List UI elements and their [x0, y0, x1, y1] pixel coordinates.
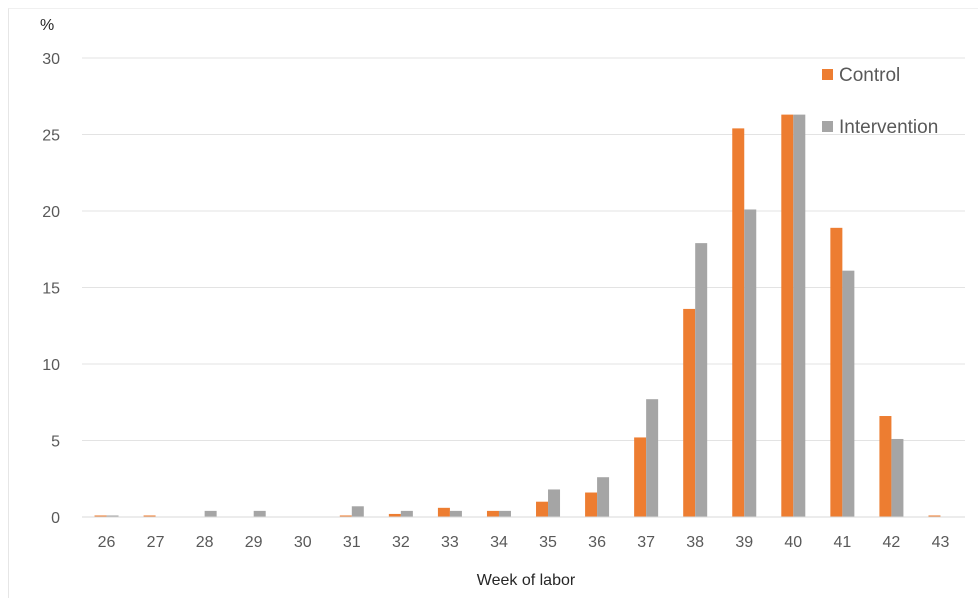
bar-intervention-26 [106, 515, 119, 517]
bar-intervention-28 [204, 510, 217, 517]
bar-control-33 [437, 507, 450, 517]
y-tick-label: 10 [42, 357, 60, 374]
y-tick-label: 15 [42, 281, 60, 298]
x-tick-label: 41 [833, 534, 851, 551]
x-tick-label: 32 [392, 534, 410, 551]
bar-intervention-36 [597, 477, 610, 517]
legend-label-intervention: Intervention [839, 117, 938, 138]
bar-intervention-34 [498, 510, 511, 517]
bar-control-41 [830, 227, 843, 517]
x-tick-label: 30 [294, 534, 312, 551]
bar-intervention-33 [449, 510, 462, 517]
x-tick-label: 38 [686, 534, 704, 551]
bar-control-26 [94, 515, 107, 517]
y-tick-label: 30 [42, 51, 60, 68]
bar-intervention-39 [744, 209, 757, 517]
x-tick-label: 40 [784, 534, 802, 551]
legend: Control Intervention [822, 65, 938, 138]
bar-control-32 [388, 513, 401, 517]
x-axis-title: Week of labor [477, 572, 576, 589]
y-tick-label: 20 [42, 204, 60, 221]
bar-control-37 [634, 437, 647, 517]
bar-intervention-35 [548, 489, 561, 517]
bar-control-36 [585, 492, 598, 517]
bar-intervention-40 [793, 114, 806, 518]
x-tick-label: 26 [98, 534, 116, 551]
x-tick-label: 36 [588, 534, 606, 551]
bar-control-39 [732, 128, 745, 517]
bar-intervention-41 [842, 270, 855, 517]
x-tick-label: 34 [490, 534, 508, 551]
bar-intervention-32 [400, 510, 413, 517]
bar-control-34 [486, 510, 499, 517]
bar-intervention-38 [695, 243, 708, 517]
bar-intervention-37 [646, 399, 659, 517]
legend-label-control: Control [839, 65, 900, 86]
legend-swatch-control [822, 69, 833, 80]
x-tick-label: 35 [539, 534, 557, 551]
legend-swatch-intervention [822, 121, 833, 132]
bar-control-27 [143, 515, 156, 517]
y-axis-unit-label: % [40, 17, 54, 34]
y-tick-label: 25 [42, 128, 60, 145]
x-tick-label: 42 [883, 534, 901, 551]
x-tick-label: 37 [637, 534, 655, 551]
bar-control-35 [536, 501, 549, 517]
x-axis-ticks: 26 27 28 29 30 31 32 33 34 35 36 37 38 39 40 41 42 43 [98, 534, 950, 551]
bar-intervention-29 [253, 510, 266, 517]
bar-control-43 [928, 515, 941, 517]
x-tick-label: 28 [196, 534, 214, 551]
x-tick-label: 39 [735, 534, 753, 551]
bar-control-40 [781, 114, 794, 518]
bar-control-31 [339, 515, 352, 517]
x-tick-label: 33 [441, 534, 459, 551]
bars [94, 114, 941, 518]
y-tick-label: 5 [51, 434, 60, 451]
bar-intervention-42 [891, 438, 904, 517]
x-tick-label: 31 [343, 534, 361, 551]
gridlines [82, 57, 965, 441]
bar-intervention-31 [351, 506, 364, 517]
chart-frame [8, 8, 978, 598]
bar-control-42 [879, 416, 892, 517]
bar-control-38 [683, 308, 696, 517]
x-tick-label: 27 [147, 534, 165, 551]
y-tick-label: 0 [51, 510, 60, 527]
x-tick-label: 29 [245, 534, 263, 551]
y-axis-ticks: 0 5 10 15 20 25 30 [42, 51, 60, 527]
x-tick-label: 43 [932, 534, 950, 551]
